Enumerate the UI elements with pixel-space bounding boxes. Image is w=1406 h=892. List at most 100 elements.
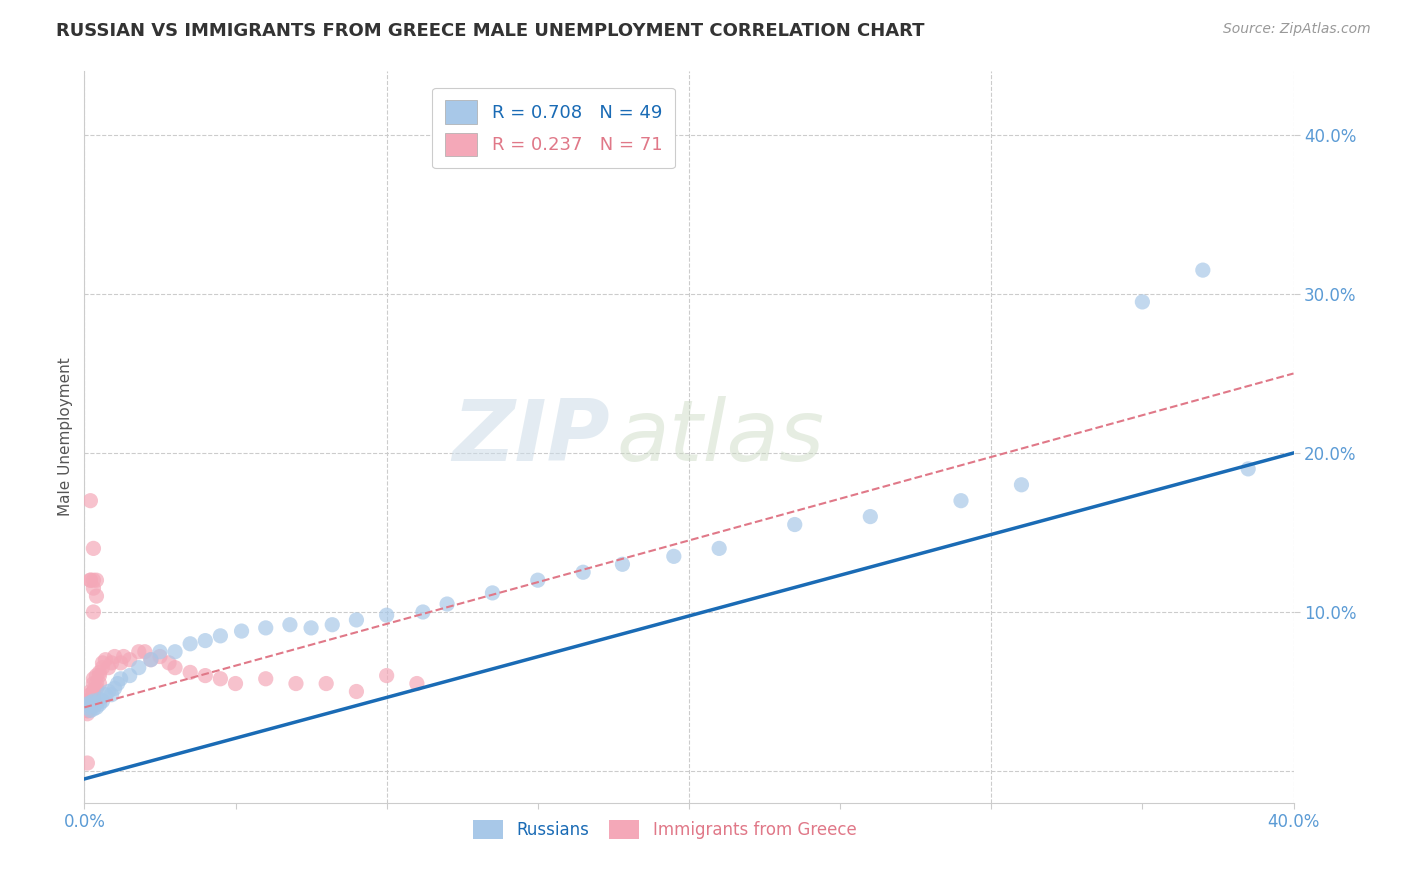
Point — [118, 653, 141, 667]
Point — [79, 688, 101, 702]
Point — [179, 637, 201, 651]
Point — [76, 700, 98, 714]
Point — [76, 697, 98, 711]
Point — [79, 697, 101, 711]
Point — [82, 581, 104, 595]
Point — [76, 700, 98, 714]
Point — [149, 645, 172, 659]
Point — [79, 692, 101, 706]
Point — [86, 681, 108, 696]
Text: atlas: atlas — [616, 395, 824, 479]
Point — [527, 573, 550, 587]
Point — [82, 692, 104, 706]
Point — [783, 517, 806, 532]
Point — [1192, 263, 1215, 277]
Point — [100, 688, 122, 702]
Point — [86, 696, 108, 710]
Point — [128, 660, 150, 674]
Point — [79, 698, 101, 713]
Point — [82, 688, 104, 702]
Text: Source: ZipAtlas.com: Source: ZipAtlas.com — [1223, 22, 1371, 37]
Point — [79, 573, 101, 587]
Point — [278, 617, 301, 632]
Point — [481, 586, 503, 600]
Point — [1011, 477, 1033, 491]
Point — [79, 696, 101, 710]
Point — [89, 665, 111, 680]
Point — [79, 700, 101, 714]
Point — [225, 676, 247, 690]
Point — [299, 621, 322, 635]
Point — [89, 668, 111, 682]
Point — [97, 684, 120, 698]
Point — [76, 704, 98, 718]
Point — [254, 672, 277, 686]
Point — [254, 621, 277, 635]
Point — [76, 704, 98, 718]
Point — [82, 573, 104, 587]
Point — [76, 706, 98, 721]
Point — [179, 665, 201, 680]
Point — [82, 676, 104, 690]
Point — [104, 649, 127, 664]
Point — [76, 700, 98, 714]
Point — [118, 668, 141, 682]
Point — [110, 656, 132, 670]
Point — [209, 672, 232, 686]
Point — [1130, 294, 1153, 309]
Point — [612, 558, 634, 572]
Point — [1237, 462, 1260, 476]
Point — [76, 700, 98, 714]
Point — [79, 697, 101, 711]
Y-axis label: Male Unemployment: Male Unemployment — [58, 358, 73, 516]
Point — [165, 660, 187, 674]
Point — [82, 694, 104, 708]
Point — [79, 684, 101, 698]
Point — [76, 697, 98, 711]
Point — [285, 676, 308, 690]
Point — [139, 653, 162, 667]
Point — [91, 656, 114, 670]
Point — [82, 672, 104, 686]
Point — [82, 698, 104, 713]
Point — [91, 660, 114, 674]
Point — [79, 700, 101, 714]
Point — [100, 656, 122, 670]
Point — [79, 573, 101, 587]
Point — [82, 684, 104, 698]
Point — [709, 541, 731, 556]
Point — [89, 692, 111, 706]
Point — [82, 605, 104, 619]
Point — [86, 668, 108, 682]
Point — [128, 645, 150, 659]
Point — [107, 676, 129, 690]
Point — [165, 645, 187, 659]
Point — [76, 756, 98, 770]
Point — [436, 597, 458, 611]
Point — [76, 704, 98, 718]
Point — [209, 629, 232, 643]
Point — [97, 660, 120, 674]
Point — [76, 700, 98, 714]
Point — [139, 653, 162, 667]
Point — [112, 649, 135, 664]
Point — [110, 672, 132, 686]
Point — [79, 493, 101, 508]
Point — [950, 493, 973, 508]
Legend: Russians, Immigrants from Greece: Russians, Immigrants from Greece — [467, 814, 863, 846]
Point — [231, 624, 253, 638]
Point — [91, 694, 114, 708]
Point — [82, 684, 104, 698]
Point — [76, 700, 98, 714]
Point — [321, 617, 343, 632]
Point — [149, 649, 172, 664]
Point — [406, 676, 429, 690]
Point — [79, 697, 101, 711]
Point — [94, 688, 117, 702]
Point — [76, 700, 98, 714]
Point — [859, 509, 882, 524]
Point — [82, 541, 104, 556]
Point — [76, 697, 98, 711]
Point — [194, 633, 217, 648]
Point — [79, 692, 101, 706]
